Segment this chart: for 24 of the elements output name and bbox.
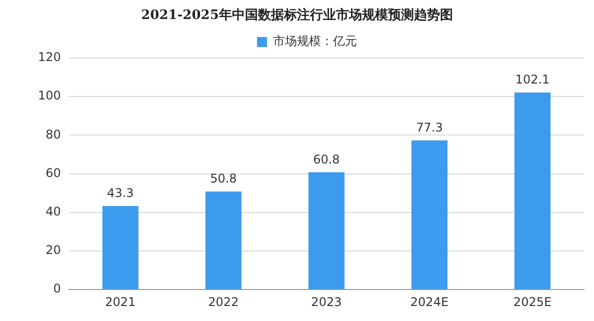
legend-label: 市场规模：亿元 [273,34,357,48]
x-tick-label: 2021 [105,294,136,309]
bar [205,192,242,290]
data-label: 43.3 [107,186,134,200]
y-tick-label: 120 [38,50,61,64]
bar [308,172,344,290]
y-tick-label: 100 [38,88,61,103]
x-tick-label: 2023 [311,294,342,309]
data-label: 77.3 [416,120,443,135]
x-tick-label: 2022 [208,294,239,309]
chart-title: 2021-2025年中国数据标注行业市场规模预测趋势图 [140,6,454,24]
x-tick-label: 2024E [410,294,449,309]
y-tick-label: 0 [53,282,61,296]
bar [102,206,138,290]
x-tick-label: 2025E [513,294,552,309]
bar [514,92,551,290]
y-tick-label: 60 [46,166,61,180]
y-tick-label: 80 [46,127,61,142]
y-tick-label: 40 [46,204,61,219]
y-tick-label: 20 [46,243,61,258]
data-label: 102.1 [515,72,550,87]
data-label: 60.8 [313,152,340,166]
bar [411,140,448,290]
data-label: 50.8 [210,172,237,186]
